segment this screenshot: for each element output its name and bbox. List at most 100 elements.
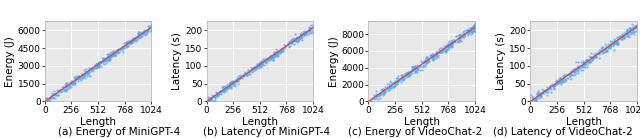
Point (116, 48, 126, 50)
Point (228, 82, 238, 85)
Point (99, 59, 109, 61)
Point (392, 82, 403, 84)
Point (109, 53, 119, 55)
Point (269, 53, 280, 56)
Point (402, 72, 412, 74)
Point (390, 80, 400, 82)
Point (412, 68, 422, 70)
Point (266, 57, 276, 59)
Point (399, 73, 409, 75)
Point (214, 90, 225, 92)
Point (292, 39, 302, 41)
Point (614, 38, 625, 40)
Point (233, 76, 243, 79)
Point (301, 32, 312, 34)
Point (550, 84, 561, 87)
Point (378, 87, 388, 90)
Point (285, 40, 296, 42)
Point (372, 94, 382, 96)
Point (408, 65, 419, 67)
Point (134, 35, 145, 37)
Point (93, 66, 104, 68)
Point (255, 60, 266, 63)
Point (240, 72, 250, 75)
Point (589, 56, 599, 58)
Point (80, 77, 90, 79)
Point (441, 48, 451, 50)
Point (604, 46, 614, 48)
Point (289, 39, 299, 41)
Point (133, 33, 143, 35)
Point (469, 30, 479, 32)
Point (78, 73, 88, 76)
Point (296, 36, 307, 39)
Point (429, 55, 440, 57)
Point (276, 51, 286, 53)
Point (559, 78, 570, 80)
Point (287, 42, 298, 44)
Point (616, 36, 626, 38)
Point (435, 51, 445, 54)
Point (81, 72, 92, 74)
Point (53, 91, 63, 94)
Point (373, 94, 383, 96)
Point (580, 59, 591, 61)
X-axis label: Length: Length (242, 117, 278, 127)
Point (279, 46, 289, 48)
Point (449, 39, 460, 41)
Point (270, 55, 280, 57)
Point (455, 36, 465, 39)
Point (255, 64, 265, 66)
Point (111, 54, 121, 57)
Point (385, 80, 396, 83)
Point (104, 59, 114, 61)
Point (140, 33, 150, 35)
Point (580, 61, 590, 63)
Point (94, 61, 104, 63)
Point (108, 52, 118, 54)
Point (435, 50, 445, 52)
Point (216, 88, 227, 91)
Point (394, 78, 404, 81)
Point (396, 81, 406, 83)
Point (303, 33, 313, 35)
Point (212, 94, 223, 96)
Point (132, 35, 143, 37)
Point (221, 90, 231, 92)
Point (257, 63, 267, 65)
Point (93, 64, 104, 66)
Point (77, 75, 88, 77)
Point (550, 84, 560, 86)
Point (103, 58, 113, 60)
Point (286, 39, 296, 41)
Point (574, 67, 584, 70)
Point (115, 49, 125, 51)
Point (54, 88, 65, 91)
Point (250, 69, 260, 71)
Point (527, 96, 537, 98)
Point (412, 64, 422, 66)
Point (612, 43, 623, 45)
Point (118, 51, 128, 53)
Point (108, 54, 118, 56)
Point (127, 39, 137, 42)
Point (73, 80, 83, 82)
Point (392, 81, 403, 83)
Point (97, 59, 108, 61)
Point (260, 59, 271, 61)
Point (251, 66, 261, 68)
Point (118, 47, 128, 49)
Point (375, 92, 385, 94)
Point (204, 96, 214, 99)
Point (268, 57, 278, 59)
Point (366, 98, 376, 100)
Point (623, 35, 634, 37)
Point (570, 68, 580, 71)
Point (294, 36, 304, 38)
Point (253, 63, 264, 65)
Point (96, 61, 106, 63)
Point (91, 63, 101, 65)
Point (542, 94, 552, 96)
Point (571, 68, 581, 71)
Point (530, 98, 540, 100)
